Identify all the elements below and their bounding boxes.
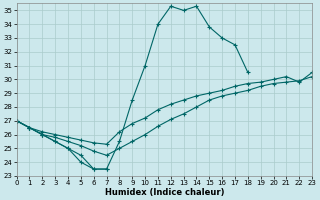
X-axis label: Humidex (Indice chaleur): Humidex (Indice chaleur) [105,188,224,197]
